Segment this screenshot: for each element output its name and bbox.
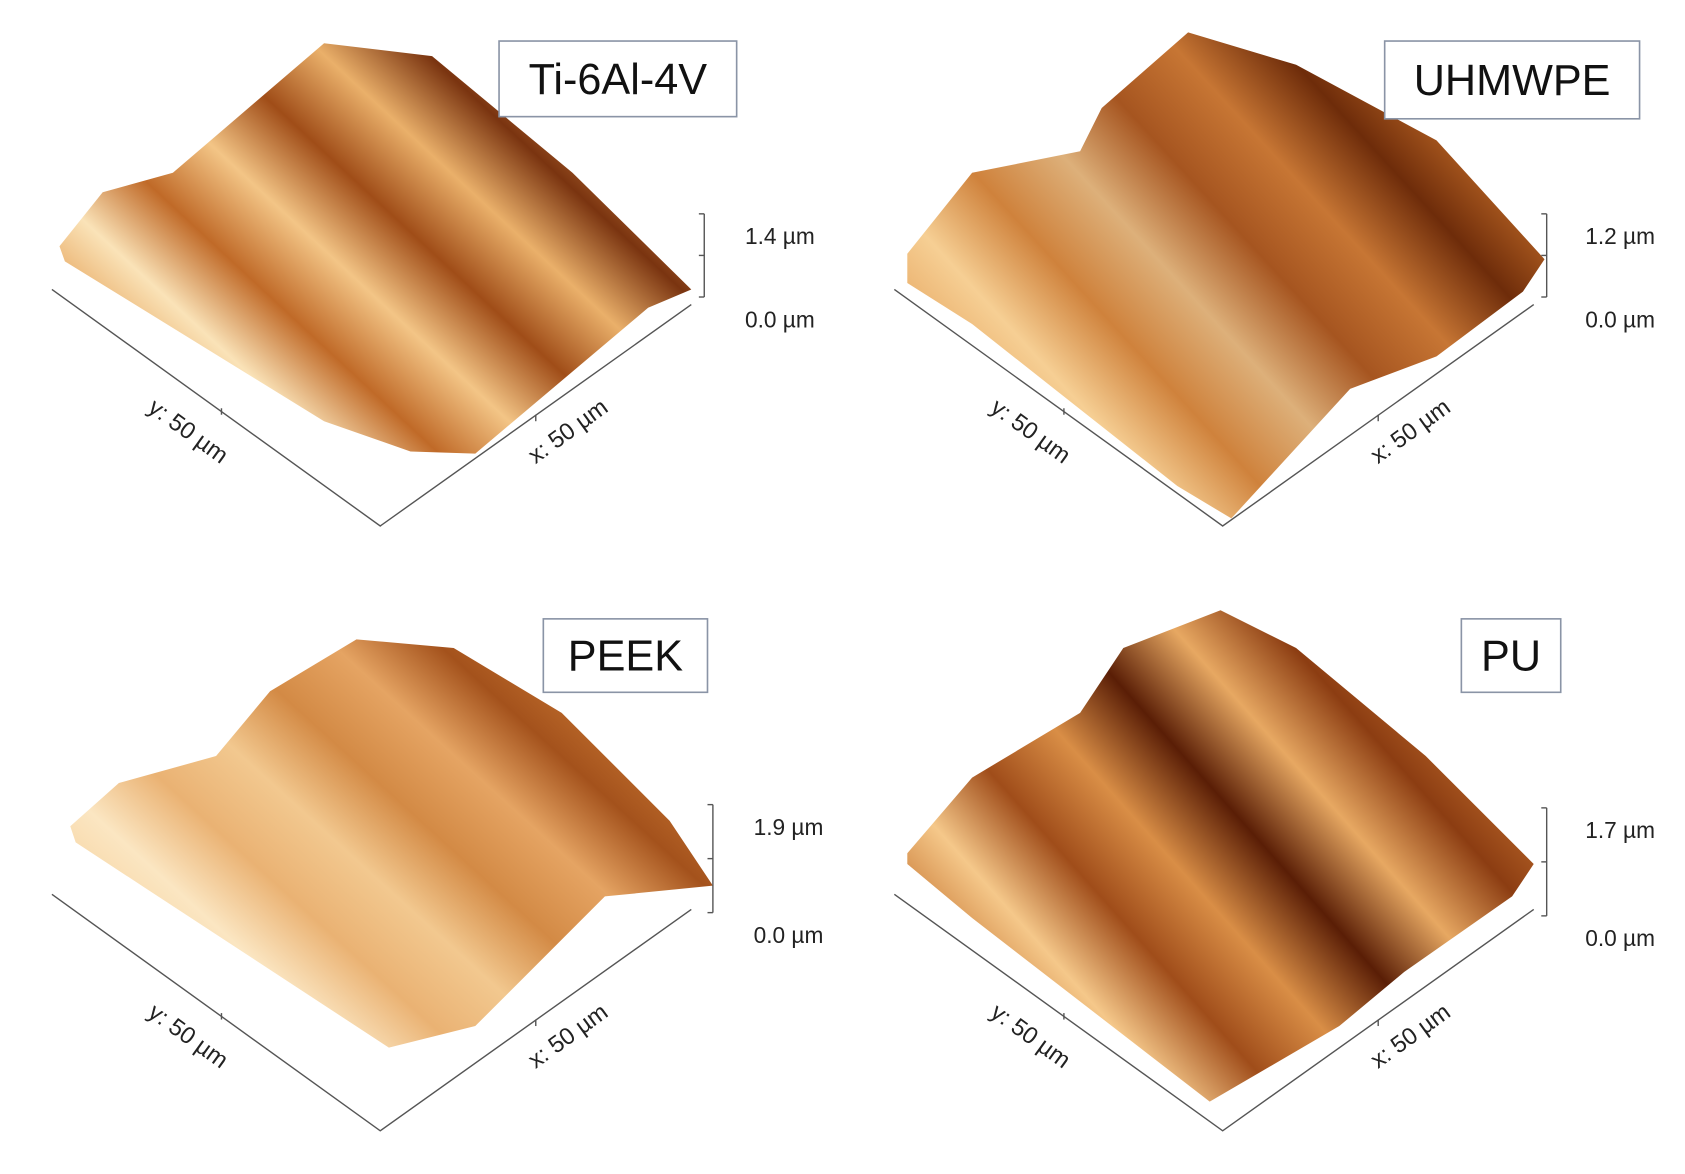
label-box — [1460, 618, 1562, 694]
surface — [907, 610, 1534, 1102]
surface — [70, 639, 713, 1048]
y-axis-label: y: 50 µm — [986, 998, 1076, 1074]
surface — [907, 32, 1545, 519]
z-max-label: 1.7 µm — [1585, 817, 1655, 843]
x-axis-label: x: 50 µm — [1366, 394, 1456, 470]
afm-panel: 1.9 µm 0.0 µm y: 50 µm x: 50 µm PEEK — [51, 618, 824, 1132]
z-min-label: 0.0 µm — [1585, 306, 1655, 332]
afm-panel: 1.7 µm 0.0 µm y: 50 µm x: 50 µm PU — [893, 610, 1655, 1132]
label-box — [542, 618, 709, 694]
base-axes — [893, 893, 1535, 1132]
surface — [59, 43, 692, 454]
afm-panel: 1.2 µm 0.0 µm y: 50 µm x: 50 µm UHMWPE — [893, 32, 1655, 527]
base-axes — [51, 893, 692, 1132]
y-axis-label: y: 50 µm — [986, 394, 1076, 470]
x-axis-label: x: 50 µm — [523, 998, 613, 1074]
base-axes — [893, 288, 1535, 527]
z-max-label: 1.9 µm — [754, 814, 824, 840]
x-axis-label: x: 50 µm — [523, 394, 613, 470]
afm-panel: 1.4 µm 0.0 µm y: 50 µm x: 50 µm Ti-6Al-4V — [51, 40, 815, 527]
y-axis-label: y: 50 µm — [143, 394, 233, 470]
z-min-label: 0.0 µm — [745, 306, 815, 332]
z-min-label: 0.0 µm — [1585, 925, 1655, 951]
x-axis-label: x: 50 µm — [1366, 998, 1456, 1074]
panel-label: UHMWPE — [1414, 57, 1611, 105]
z-max-label: 1.2 µm — [1585, 223, 1655, 249]
panel-label: PEEK — [568, 633, 683, 681]
y-axis-label: y: 50 µm — [143, 998, 233, 1074]
z-max-label: 1.4 µm — [745, 223, 815, 249]
base-axes — [51, 288, 692, 527]
panel-label: PU — [1481, 633, 1541, 681]
panel-label: Ti-6Al-4V — [529, 56, 708, 104]
z-min-label: 0.0 µm — [754, 922, 824, 948]
label-box — [1383, 40, 1641, 120]
label-box — [498, 40, 738, 118]
